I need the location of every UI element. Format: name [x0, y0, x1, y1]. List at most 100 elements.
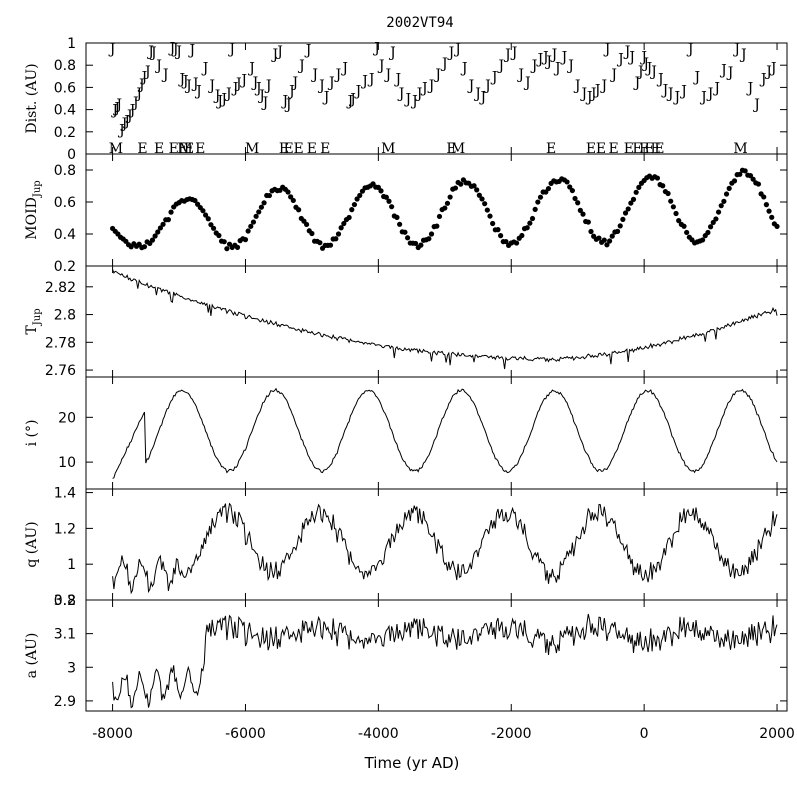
- marker-J: J: [168, 40, 176, 56]
- moid-point: [288, 194, 294, 200]
- moid-point: [434, 223, 440, 229]
- panel-dist-ytick-label: 0.4: [54, 103, 76, 119]
- moid-point: [152, 233, 158, 239]
- moid-point: [242, 237, 249, 243]
- panel-tjup-ytick-label: 2.76: [45, 363, 76, 379]
- marker-J: J: [112, 100, 120, 116]
- moid-point: [713, 216, 719, 222]
- moid-point: [208, 222, 214, 228]
- marker-J: J: [420, 80, 428, 96]
- marker-J: J: [673, 89, 681, 105]
- moid-point: [458, 181, 464, 187]
- moid-point: [721, 198, 727, 204]
- moid-point: [575, 200, 581, 206]
- marker-J: J: [769, 60, 777, 76]
- marker-J: J: [692, 69, 700, 85]
- marker-J: J: [281, 94, 289, 110]
- marker-J: J: [403, 92, 411, 108]
- marker-J: J: [550, 47, 558, 63]
- moid-point: [569, 187, 575, 194]
- moid-point: [309, 230, 315, 237]
- moid-point: [216, 232, 222, 239]
- moid-point: [317, 240, 323, 246]
- marker-M: M: [245, 141, 259, 157]
- marker-J: J: [427, 78, 435, 94]
- x-axis: -8000 -6000 -4000 -2000 0 2000: [92, 726, 795, 742]
- moid-point: [386, 198, 392, 204]
- marker-J: J: [340, 60, 348, 76]
- panel-moid-ytick-label: 0.6: [54, 195, 76, 211]
- marker-J: J: [367, 72, 375, 88]
- marker-J: J: [201, 60, 209, 76]
- panel-tjup-ytick-label: 2.82: [45, 280, 76, 296]
- marker-J: J: [287, 84, 295, 100]
- moid-point: [761, 194, 767, 200]
- marker-J: J: [726, 65, 734, 81]
- marker-J: J: [346, 94, 354, 110]
- marker-E: E: [195, 141, 205, 157]
- x-tick-label: -2000: [491, 726, 532, 742]
- marker-J: J: [317, 78, 325, 94]
- marker-E: E: [169, 141, 179, 157]
- panel-moid-ylabel-text: MOID: [24, 197, 40, 240]
- x-tick-label: -8000: [92, 726, 133, 742]
- moid-point: [588, 228, 594, 235]
- marker-J: J: [599, 78, 607, 94]
- marker-E: E: [154, 141, 164, 157]
- moid-point: [327, 242, 334, 248]
- panel-incl-ylabel-text: i (°): [24, 420, 40, 447]
- moid-point: [681, 223, 687, 229]
- moid-point: [673, 210, 679, 217]
- moid-point: [341, 220, 347, 227]
- moid-point: [354, 196, 360, 202]
- moid-point: [654, 175, 661, 181]
- panel-moid-ytick-label: 0.2: [54, 259, 76, 275]
- moid-point: [253, 213, 259, 219]
- marker-J: J: [247, 60, 255, 76]
- panel-moid-ytick-label: 0.4: [54, 227, 76, 243]
- moid-point: [625, 206, 631, 212]
- moid-point: [285, 189, 291, 195]
- marker-J: J: [746, 80, 754, 96]
- marker-E: E: [284, 141, 294, 157]
- panel-moid-ylabel: MOIDJup: [24, 180, 43, 239]
- moid-point: [532, 206, 538, 212]
- marker-J: J: [573, 78, 581, 94]
- moid-point: [668, 198, 674, 204]
- marker-J: J: [589, 86, 597, 102]
- x-axis-label: Time (yr AD): [364, 754, 460, 772]
- moid-point: [495, 227, 501, 233]
- marker-J: J: [254, 80, 262, 96]
- marker-J: J: [171, 42, 179, 58]
- marker-J: J: [231, 80, 239, 96]
- marker-J: J: [146, 44, 154, 60]
- marker-J: J: [641, 56, 649, 72]
- moid-point: [346, 214, 352, 221]
- marker-J: J: [530, 58, 538, 74]
- marker-J: J: [149, 45, 157, 61]
- moid-point: [442, 205, 448, 211]
- moid-point: [723, 191, 730, 197]
- moid-point: [389, 204, 395, 210]
- moid-point: [604, 242, 610, 248]
- marker-J: J: [560, 49, 568, 65]
- marker-J: J: [161, 67, 169, 83]
- moid-point: [452, 185, 459, 191]
- moid-point: [476, 192, 482, 198]
- series-line-q: [112, 502, 778, 595]
- moid-point: [444, 200, 451, 206]
- marker-J: J: [496, 58, 504, 74]
- moid-point: [577, 207, 583, 213]
- marker-J: J: [623, 44, 631, 60]
- moid-point: [630, 196, 637, 202]
- panel-a: 2.9 3 3.1 3.2 a (AU): [24, 593, 788, 712]
- panel-incl-frame: [85, 376, 788, 490]
- panel-dist-ytick-label: 0: [67, 147, 76, 163]
- marker-J: J: [348, 92, 356, 108]
- moid-point: [726, 185, 732, 191]
- moid-point: [418, 242, 424, 248]
- moid-point: [498, 233, 504, 239]
- x-tick-label: -4000: [358, 726, 399, 742]
- moid-point: [205, 216, 211, 222]
